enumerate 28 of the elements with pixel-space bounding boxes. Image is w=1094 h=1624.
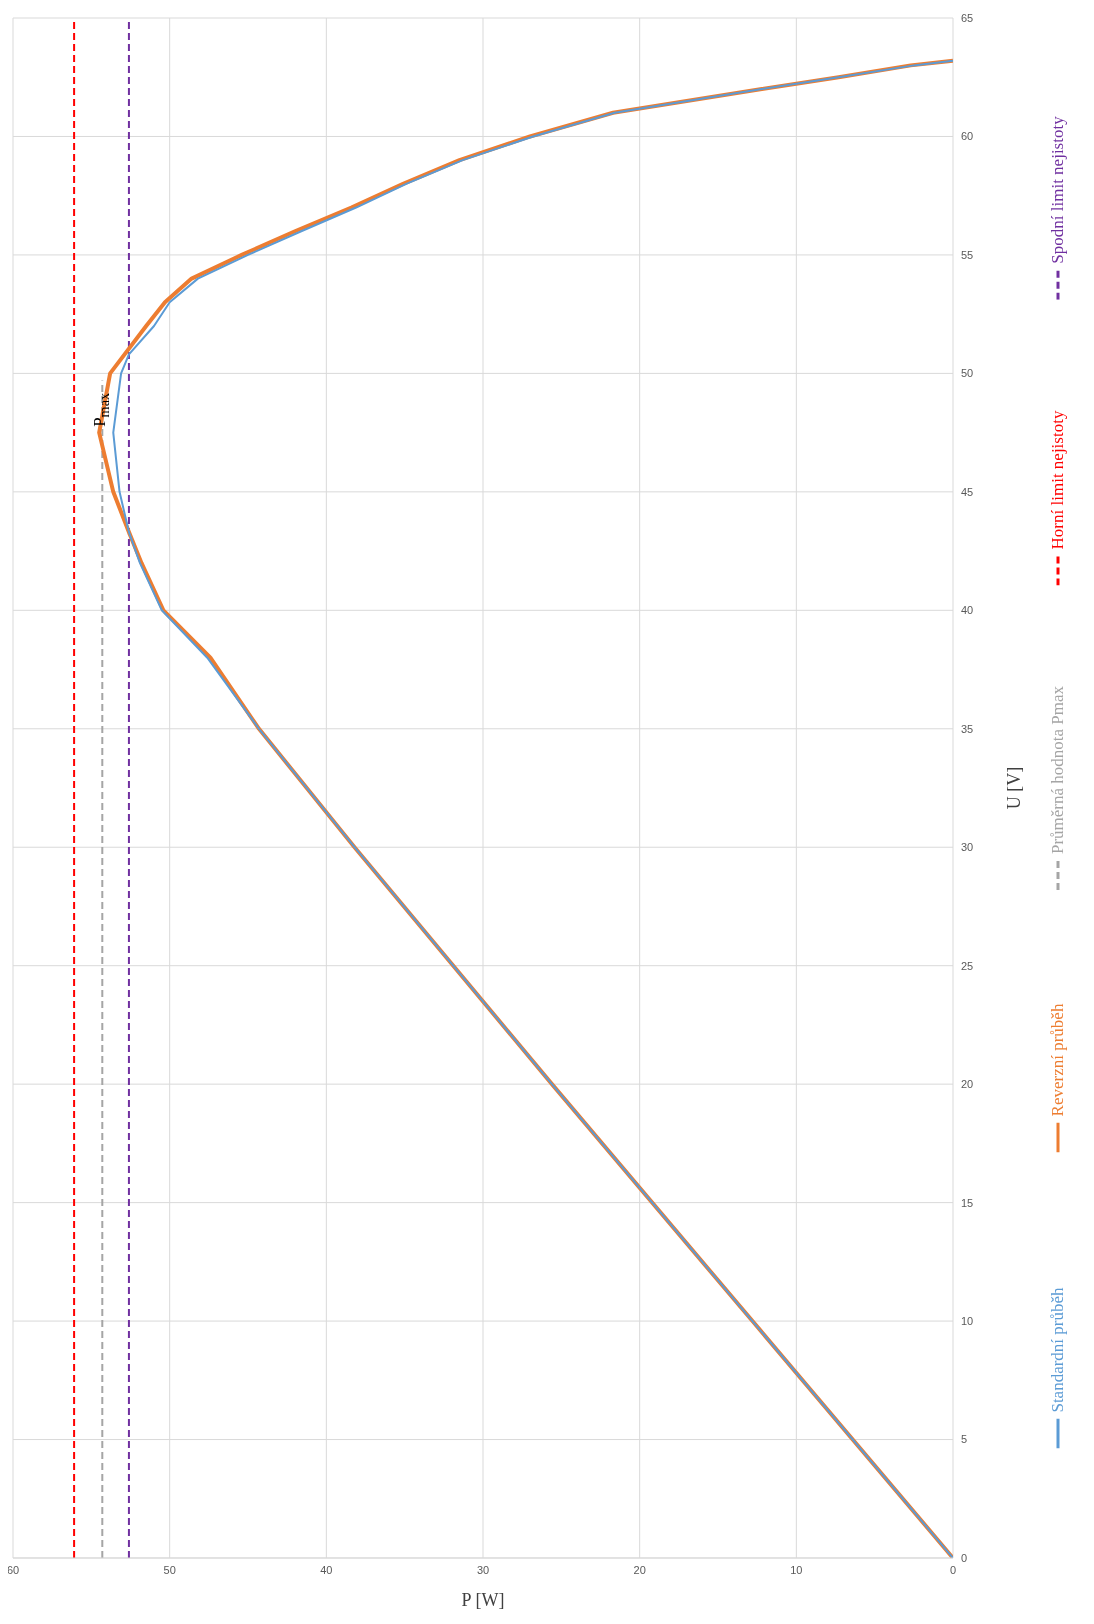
y-tick-label: 60: [961, 130, 974, 143]
x-tick-label: 40: [320, 1563, 333, 1576]
y-tick-label: 35: [961, 722, 974, 735]
y-tick-label: 25: [961, 959, 974, 972]
text: Standardní průběh: [1048, 1287, 1068, 1413]
x-tick-label: 60: [6, 1563, 20, 1576]
x-tick-label: 10: [790, 1563, 803, 1576]
y-tick-label: 20: [961, 1078, 974, 1091]
y-tick-label: 50: [961, 367, 974, 380]
x-tick-label: 20: [633, 1563, 646, 1576]
y-tick-label: 45: [961, 485, 974, 498]
y-tick-label: 55: [961, 248, 974, 261]
y-tick-label: 10: [961, 1314, 974, 1327]
x-tick-label: 30: [476, 1563, 490, 1576]
x-tick-label: 0: [949, 1563, 957, 1576]
y-tick-label: 15: [961, 1196, 974, 1209]
x-tick-label: 50: [163, 1563, 176, 1576]
y-tick-label: 40: [961, 604, 974, 617]
y-tick-label: 0: [961, 1551, 968, 1564]
y-tick-label: 65: [961, 11, 974, 24]
text: Spodní limit nejistoty: [1048, 116, 1068, 264]
x-axis-title: P [W]: [461, 1590, 505, 1610]
text: Horní limit nejistoty: [1048, 410, 1068, 550]
text: Průměrná hodnota Pmax: [1048, 685, 1068, 855]
y-tick-label: 30: [961, 841, 974, 854]
text: Reverzní průběh: [1048, 1003, 1068, 1117]
y-axis-title: U [V]: [1004, 766, 1025, 810]
y-tick-label: 5: [961, 1433, 968, 1446]
